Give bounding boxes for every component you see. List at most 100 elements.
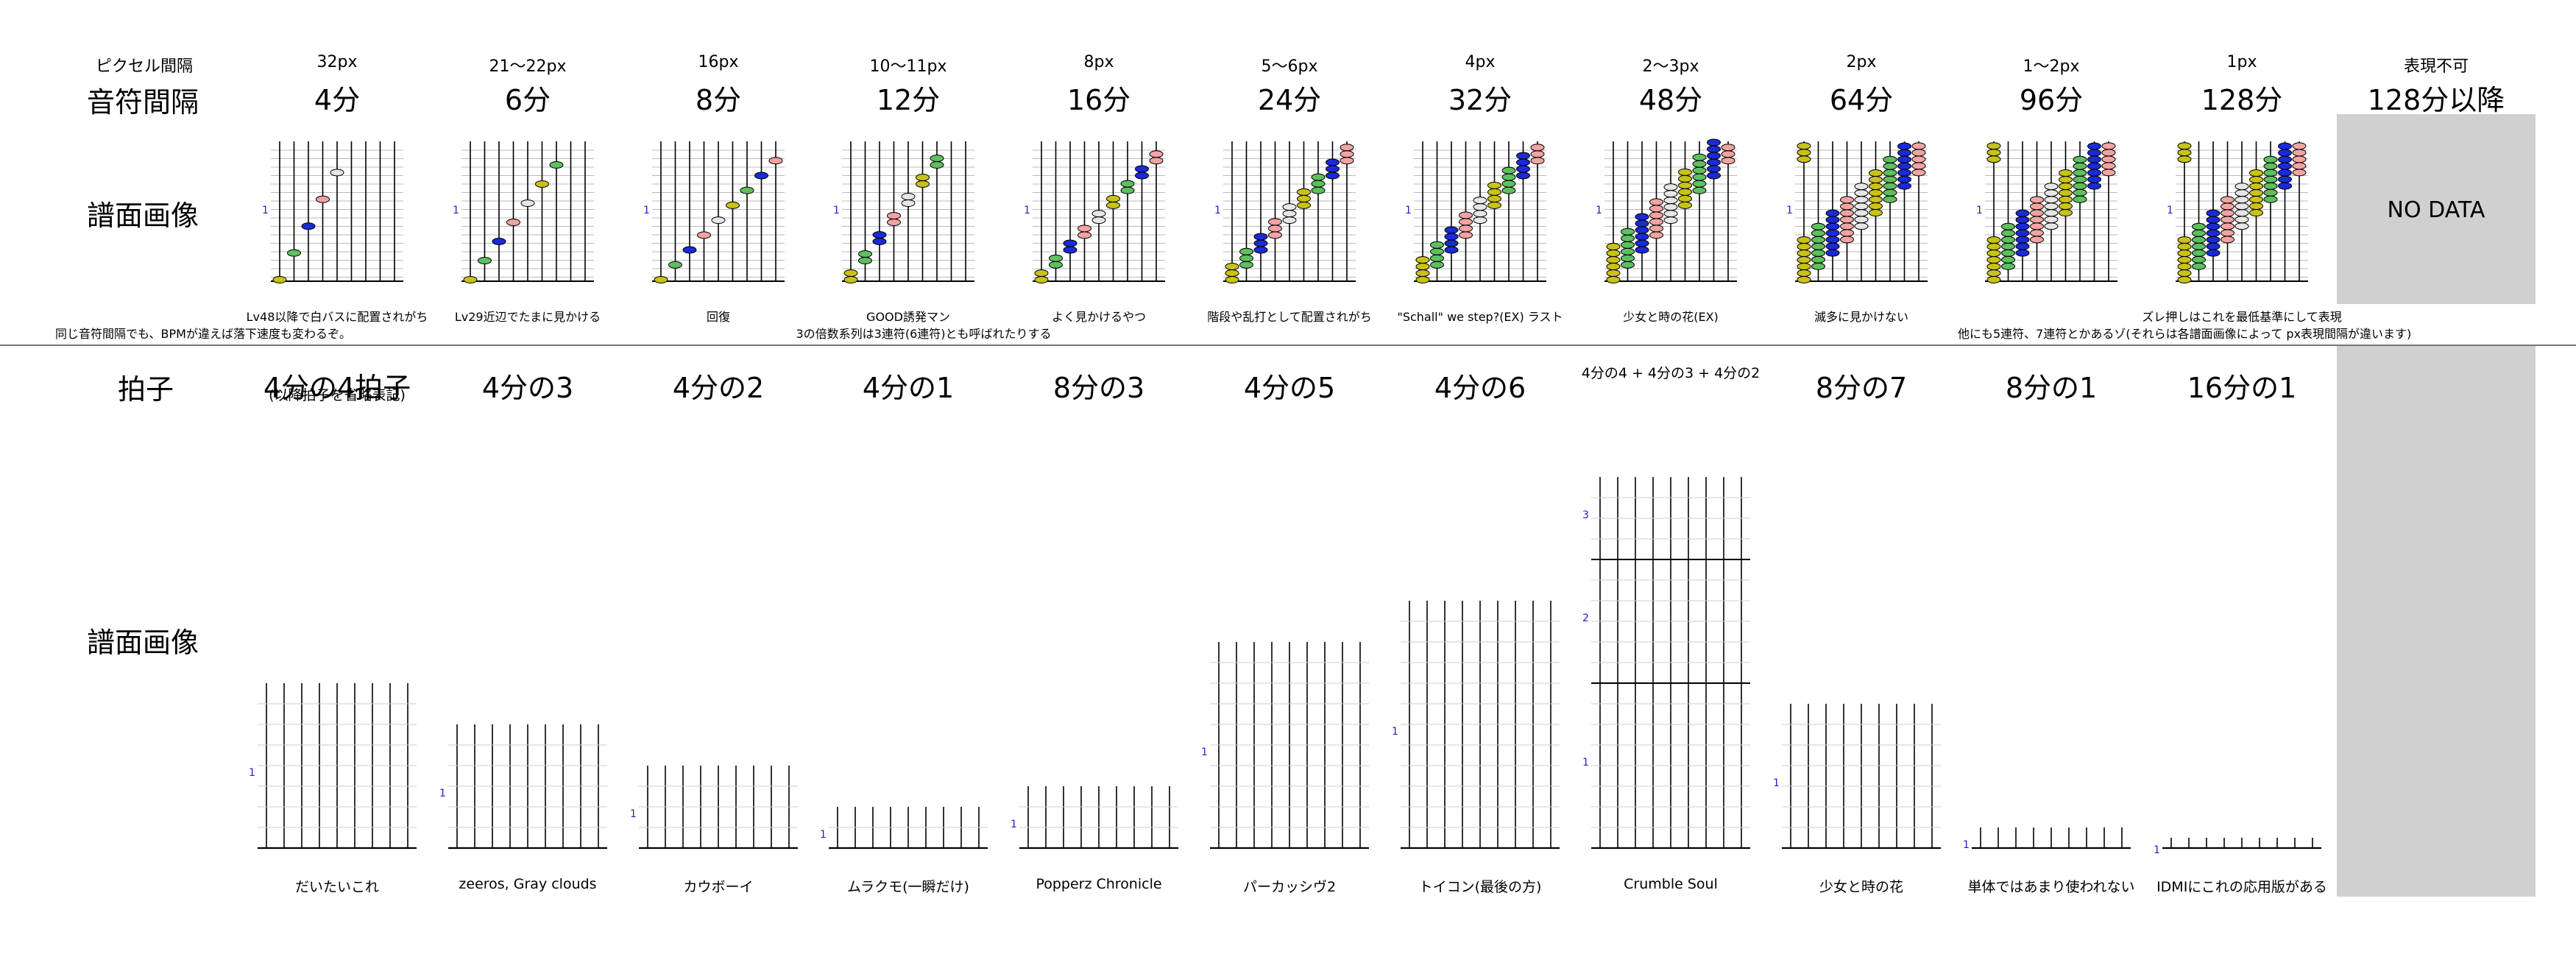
note (2030, 236, 2044, 244)
note (2001, 249, 2015, 257)
measure-number: 1 (249, 767, 255, 779)
note (1911, 142, 1926, 150)
section-divider (0, 345, 2576, 346)
note (1621, 227, 1635, 236)
column-note: "Schall" we step?(EX) ラスト (1397, 310, 1563, 324)
note (1415, 269, 1430, 277)
column-note: GOOD誘発マン (866, 310, 950, 324)
column-note: Lv48以降で白バスに配置されがち (246, 310, 428, 324)
note (1854, 183, 1869, 191)
note (1253, 233, 1268, 241)
note (1811, 249, 1825, 257)
note (2101, 155, 2116, 163)
note (1797, 269, 1811, 277)
note (1986, 142, 2001, 150)
note-interval-value: 48分 (1638, 84, 1703, 116)
note (1692, 166, 1707, 174)
pixel-interval-value: 10〜11px (869, 57, 947, 76)
note (2177, 256, 2192, 264)
note (1883, 182, 1897, 190)
note (1501, 180, 1516, 188)
time-signature-value: 4分の4拍子 (263, 372, 411, 404)
measure-panel: 1 (1201, 642, 1369, 850)
note (2001, 242, 2015, 250)
note (1825, 216, 1840, 224)
time-signature-value: 8分の1 (2005, 372, 2098, 404)
measure-caption: 少女と時の花 (1819, 879, 1904, 895)
note (1430, 247, 1444, 255)
time-signature-value: 16分の1 (2187, 372, 2297, 404)
measure-caption: Popperz Chronicle (1036, 876, 1162, 892)
measure-number: 1 (820, 829, 827, 841)
note (463, 276, 478, 283)
note (1473, 203, 1487, 211)
pixel-interval-value: 5〜6px (1261, 57, 1318, 76)
note (1530, 144, 1545, 152)
note (2249, 189, 2263, 197)
note-interval-value: 16分 (1066, 84, 1131, 116)
note (1282, 203, 1297, 211)
note (887, 212, 901, 219)
note-interval-value: 6分 (504, 84, 551, 116)
note (1897, 182, 1911, 190)
note (1253, 239, 1268, 247)
note (930, 155, 944, 162)
pixel-interval-value: 2px (1846, 53, 1877, 71)
note (1707, 158, 1721, 166)
note (1635, 239, 1649, 247)
measure-number: 1 (453, 205, 459, 216)
time-signature-value: 4分の4 + 4分の3 + 4分の2 (1581, 365, 1761, 381)
note (2059, 209, 2073, 216)
note (1430, 261, 1444, 269)
score-panel: 1 (2167, 141, 2308, 283)
note (2234, 183, 2249, 191)
note (1049, 261, 1063, 269)
measure-panel: 1 (1392, 601, 1560, 850)
chart-image-label-row2: 譜面画像 (87, 626, 199, 659)
note (2030, 202, 2044, 211)
note (1811, 262, 1825, 270)
note (1986, 269, 2001, 277)
measure-caption: パーカッシヴ2 (1242, 879, 1337, 895)
note (1091, 216, 1106, 225)
measure-panel: 1 (1011, 786, 1178, 850)
note (2221, 209, 2234, 217)
measure-panel: 1 (1773, 704, 1941, 850)
note (1707, 145, 1721, 153)
pixel-interval-value: 32px (316, 53, 358, 71)
note (1897, 149, 1911, 157)
note (1635, 233, 1649, 241)
note (1473, 197, 1487, 205)
note (2044, 209, 2059, 217)
note (1253, 246, 1268, 254)
note (2192, 236, 2206, 244)
note (1635, 246, 1649, 254)
note (1649, 218, 1663, 226)
measure-caption: だいたいこれ (294, 879, 380, 895)
note (1840, 202, 1854, 211)
measure-number: 1 (1582, 757, 1589, 769)
note (1635, 219, 1649, 227)
note (1811, 229, 1825, 237)
note (2001, 229, 2015, 237)
note (2292, 169, 2307, 177)
note (1883, 188, 1897, 197)
note (2263, 175, 2278, 183)
note (1120, 186, 1135, 194)
last-col-pixel: 表現不可 (2403, 57, 2469, 76)
measure-number: 1 (630, 808, 637, 820)
note (1707, 165, 1721, 173)
measure-number: 1 (1786, 205, 1793, 216)
note (2044, 196, 2059, 204)
note (1621, 247, 1635, 255)
note (916, 174, 930, 181)
note (1649, 211, 1663, 219)
note (1297, 194, 1311, 202)
note (1621, 261, 1635, 269)
note (1606, 269, 1621, 277)
measure-number: 1 (1201, 746, 1208, 758)
note-interval-value: 12分 (876, 84, 941, 116)
note (1340, 150, 1354, 158)
footnote-left: 同じ音符間隔でも、BPMが違えば落下速度も変わるぞ。 (55, 327, 351, 341)
note (478, 257, 492, 264)
